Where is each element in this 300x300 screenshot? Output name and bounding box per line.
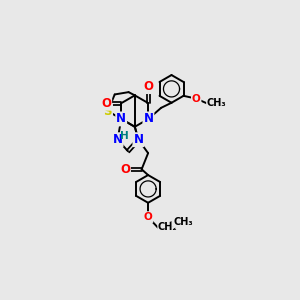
Text: N: N [112, 133, 123, 146]
Text: CH₂: CH₂ [158, 223, 177, 232]
Text: CH₃: CH₃ [173, 218, 193, 227]
Text: S: S [103, 105, 112, 118]
Text: O: O [101, 97, 111, 110]
Text: H: H [120, 131, 129, 141]
Text: CH₃: CH₃ [207, 98, 226, 108]
Text: O: O [144, 212, 152, 222]
Text: O: O [192, 94, 201, 103]
Text: O: O [143, 80, 153, 93]
Text: N: N [134, 133, 143, 146]
Text: O: O [120, 163, 130, 176]
Text: N: N [116, 112, 126, 125]
Text: N: N [143, 112, 153, 125]
